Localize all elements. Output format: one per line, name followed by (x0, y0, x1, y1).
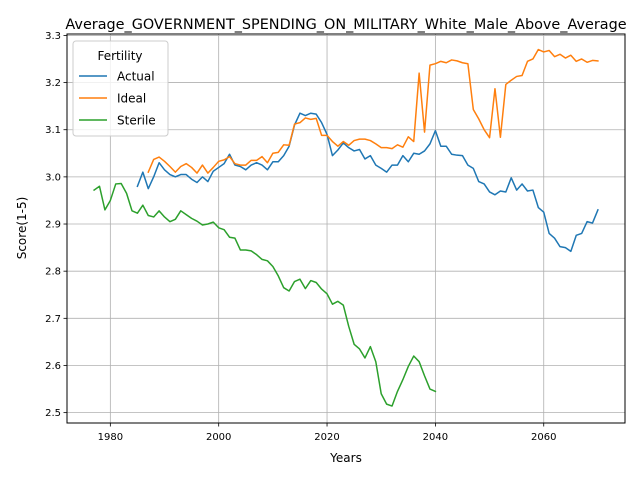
x-tick-label: 1980 (98, 432, 123, 443)
y-tick-label: 2.8 (45, 267, 61, 278)
x-tick-label: 2060 (531, 432, 556, 443)
axes: 1980 2000 2020 2040 2060 2.5 2.6 2.7 2.8 2.9 3.0 3.… (45, 31, 556, 443)
x-tick-label: 2020 (314, 432, 339, 443)
x-axis-label: Years (329, 451, 362, 465)
x-tick-label: 2040 (423, 432, 448, 443)
y-tick-label: 3.3 (45, 31, 61, 42)
legend-label-ideal: Ideal (117, 92, 146, 106)
chart-title: Average_GOVERNMENT_SPENDING_ON_MILITARY_… (65, 17, 626, 33)
series-lines (93, 48, 599, 407)
legend-label-sterile: Sterile (117, 114, 156, 128)
y-tick-label: 3.0 (45, 172, 61, 183)
y-tick-label: 2.9 (45, 220, 61, 231)
y-tick-label: 2.5 (45, 408, 61, 419)
y-axis-label: Score(1-5) (15, 197, 29, 260)
y-tick-label: 2.6 (45, 361, 61, 372)
legend-label-actual: Actual (117, 70, 155, 84)
series-line-sterile (93, 182, 437, 407)
x-tick-label: 2000 (206, 432, 231, 443)
legend: Fertility Actual Ideal Sterile (72, 40, 169, 137)
plot-frame (66, 33, 626, 424)
legend-box (72, 40, 169, 137)
series-line-actual (136, 112, 599, 253)
series-line-ideal (147, 48, 599, 174)
legend-title: Fertility (97, 49, 142, 63)
y-tick-label: 3.2 (45, 78, 61, 89)
y-tick-label: 3.1 (45, 125, 61, 136)
y-tick-label: 2.7 (45, 314, 61, 325)
